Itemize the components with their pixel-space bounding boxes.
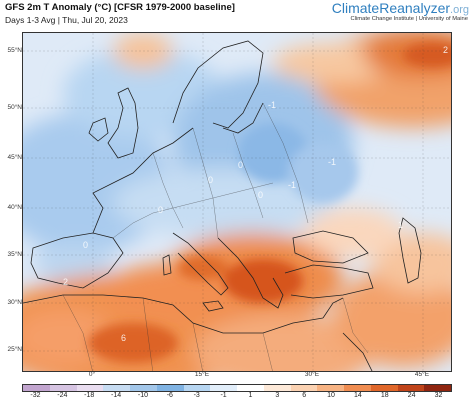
contour-label: 0 (258, 190, 263, 200)
contour-label: -1 (288, 180, 296, 190)
contour-label: 6 (121, 333, 126, 343)
colorbar-swatch (49, 385, 77, 391)
colorbar-tick-label: -1 (220, 392, 227, 399)
lat-label: 55°N (7, 47, 22, 54)
colorbar-tick-label: 32 (434, 392, 443, 399)
colorbar-swatch (23, 385, 50, 391)
colorbar-tick-label: -32 (30, 392, 41, 399)
lon-label: 0° (88, 371, 96, 378)
colorbar-swatch (130, 385, 157, 391)
coastlines (23, 40, 422, 371)
lat-label: 25°N (7, 346, 22, 353)
colorbar-swatch (344, 385, 371, 391)
contour-label: -1 (328, 157, 336, 167)
colorbar-swatch (210, 385, 237, 391)
borders (62, 102, 369, 371)
colorbar-tick-label: -14 (111, 392, 122, 399)
hotspots (88, 43, 451, 363)
colorbar-tick-label: 24 (407, 392, 416, 399)
colorbar-swatch (156, 385, 184, 391)
colorbar-swatch (263, 385, 291, 391)
colorbar-swatch (183, 385, 211, 391)
header: GFS 2m T Anomaly (°C) [CFSR 1979-2000 ba… (0, 0, 474, 32)
colorbar-tick-label: -6 (166, 392, 173, 399)
anomaly-map: -1 0 -1 0 0 -1 0 1 0 2 2 6 (22, 32, 452, 372)
colorbar-swatch (237, 385, 264, 391)
colorbar-swatch (76, 385, 104, 391)
contour-label: 0 (158, 205, 163, 215)
colorbar-tick-label: -10 (137, 392, 148, 399)
colorbar-swatch (103, 385, 130, 391)
lon-label: 15°E (194, 371, 210, 378)
colorbar-tick-label: -18 (84, 392, 95, 399)
lat-label: 40°N (7, 204, 22, 211)
colorbar-swatch (424, 385, 451, 391)
map-title: GFS 2m T Anomaly (°C) [CFSR 1979-2000 ba… (5, 2, 235, 13)
lon-label: 45°E (414, 371, 430, 378)
colorbar-tick-label: 3 (275, 392, 280, 399)
colorbar-tick-label: -3 (193, 392, 200, 399)
contour-label: 0 (83, 240, 88, 250)
colorbar-tick-label: 6 (302, 392, 307, 399)
colorbar-tick-label: 10 (327, 392, 335, 399)
colorbar-tick-label: -24 (57, 392, 68, 399)
map-subtitle: Days 1-3 Avg | Thu, Jul 20, 2023 (5, 15, 128, 25)
lat-label: 30°N (7, 299, 22, 306)
brand-logo[interactable]: ClimateReanalyzer.org (332, 0, 469, 16)
contour-label: 2 (443, 45, 448, 55)
colorbar-tick-label: 1 (248, 392, 253, 399)
lon-label: 30°E (304, 371, 320, 378)
colorbar-swatch (317, 385, 344, 391)
contour-label: 0 (208, 175, 213, 185)
map-svg: -1 0 -1 0 0 -1 0 1 0 2 2 6 (23, 33, 451, 371)
colorbar-swatch (397, 385, 425, 391)
colorbar-swatch (370, 385, 398, 391)
colorbar-swatch (290, 385, 318, 391)
lat-label: 50°N (7, 104, 22, 111)
colorbar (22, 384, 452, 392)
contour-label: 1 (398, 220, 403, 230)
contour-labels: -1 0 -1 0 0 -1 0 1 0 2 2 6 (63, 45, 448, 343)
brand-name: ClimateReanalyzer (331, 0, 451, 16)
colorbar-tick-label: 14 (354, 392, 362, 399)
contour-label: -1 (268, 100, 276, 110)
contour-label: 2 (63, 277, 68, 287)
brand-suffix: .org (450, 4, 469, 16)
contour-label: 0 (238, 160, 243, 170)
graticule (23, 33, 451, 371)
colorbar-tick-label: 18 (380, 392, 389, 399)
brand-subtitle: Climate Change Institute | University of… (350, 16, 469, 22)
lat-label: 35°N (7, 251, 22, 258)
lat-label: 45°N (7, 154, 22, 161)
